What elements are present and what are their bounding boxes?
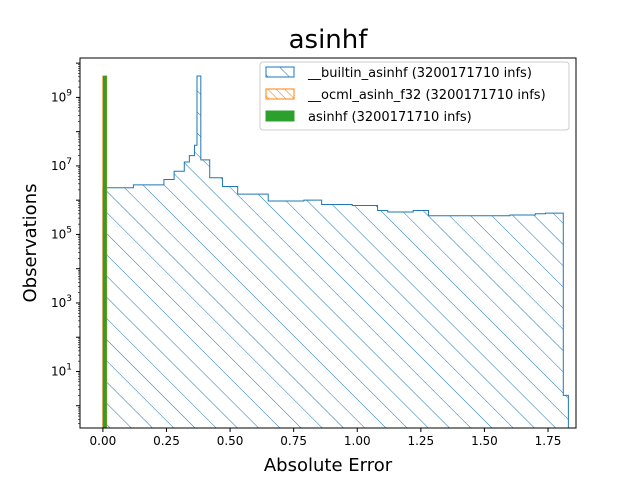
legend-swatch	[265, 88, 295, 100]
legend: __builtin_asinhf (3200171710 infs) __ocml…	[259, 61, 570, 131]
series-layer	[102, 75, 569, 428]
series-1-histogram	[102, 75, 569, 428]
y-axis-ticks: 101 103 105 107 109	[51, 62, 80, 424]
x-tick-label: 0.25	[153, 434, 180, 448]
x-tick-label: 1.50	[471, 434, 498, 448]
y-tick-label: 107	[51, 157, 72, 173]
legend-swatch	[265, 110, 295, 122]
x-axis-ticks: 0.00 0.25 0.50 0.75 1.00 1.25 1.50 1.75	[90, 428, 562, 448]
legend-label: __ocml_asinh_f32 (3200171710 infs)	[307, 88, 546, 103]
series-3-histogram	[102, 76, 107, 428]
x-tick-label: 1.25	[407, 434, 434, 448]
y-tick-label: 105	[51, 225, 72, 241]
y-tick-label: 103	[51, 294, 72, 310]
legend-swatch	[265, 66, 295, 78]
x-tick-label: 0.00	[90, 434, 117, 448]
plot-frame	[79, 57, 577, 429]
x-tick-label: 0.75	[280, 434, 307, 448]
y-tick-label: 109	[51, 88, 72, 104]
x-tick-label: 1.00	[344, 434, 371, 448]
legend-label: __builtin_asinhf (3200171710 infs)	[307, 66, 532, 81]
chart-title: asinhf	[289, 25, 369, 55]
legend-label: asinhf (3200171710 infs)	[308, 110, 472, 125]
x-axis-label: Absolute Error	[264, 455, 393, 476]
y-axis-label: Observations	[20, 184, 41, 303]
x-tick-label: 1.75	[535, 434, 562, 448]
x-tick-label: 0.50	[217, 434, 244, 448]
legend-frame	[259, 61, 570, 131]
y-tick-label: 101	[51, 362, 72, 378]
legend-items: __builtin_asinhf (3200171710 infs) __ocml…	[265, 66, 546, 125]
plot-area	[102, 75, 569, 428]
